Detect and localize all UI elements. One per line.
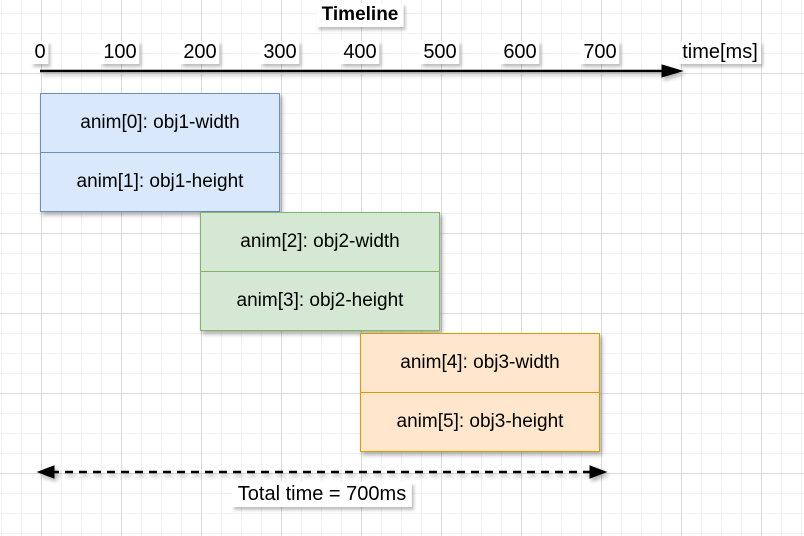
anim-row-2[interactable]: anim[2]: obj2-width (200, 212, 440, 272)
axis-tick-200[interactable]: 200 (180, 41, 220, 64)
right-arrowhead-icon (589, 465, 608, 479)
anim-row-label: anim[3]: obj2-height (236, 289, 404, 311)
anim-row-5[interactable]: anim[5]: obj3-height (360, 391, 600, 452)
timeline-axis-arrow[interactable] (38, 62, 690, 80)
axis-tick-300[interactable]: 300 (260, 41, 300, 64)
total-time-label[interactable]: Total time = 700ms (231, 482, 413, 507)
anim-row-label: anim[1]: obj1-height (76, 170, 244, 192)
anim-block-obj1: anim[0]: obj1-width anim[1]: obj1-height (40, 93, 280, 212)
anim-row-label: anim[2]: obj2-width (240, 231, 400, 252)
anim-row-4[interactable]: anim[4]: obj3-width (360, 333, 600, 393)
axis-tick-400[interactable]: 400 (340, 41, 380, 64)
diagram-title[interactable]: Timeline (316, 3, 404, 27)
anim-block-obj3: anim[4]: obj3-width anim[5]: obj3-height (360, 333, 600, 452)
anim-row-label: anim[0]: obj1-width (80, 112, 240, 133)
axis-unit-label[interactable]: time[ms] (679, 41, 761, 64)
anim-row-3[interactable]: anim[3]: obj2-height (200, 270, 440, 331)
axis-arrowhead-icon (661, 64, 684, 78)
axis-tick-600[interactable]: 600 (500, 41, 540, 64)
axis-tick-100[interactable]: 100 (100, 41, 140, 64)
anim-row-label: anim[4]: obj3-width (400, 352, 560, 373)
anim-row-1[interactable]: anim[1]: obj1-height (40, 151, 280, 212)
anim-block-obj2: anim[2]: obj2-width anim[3]: obj2-height (200, 212, 440, 331)
anim-row-0[interactable]: anim[0]: obj1-width (40, 93, 280, 153)
anim-row-label: anim[5]: obj3-height (396, 410, 564, 432)
axis-tick-500[interactable]: 500 (420, 41, 460, 64)
total-span-arrow[interactable] (36, 463, 608, 481)
axis-tick-0[interactable]: 0 (31, 41, 49, 64)
axis-tick-700[interactable]: 700 (580, 41, 620, 64)
